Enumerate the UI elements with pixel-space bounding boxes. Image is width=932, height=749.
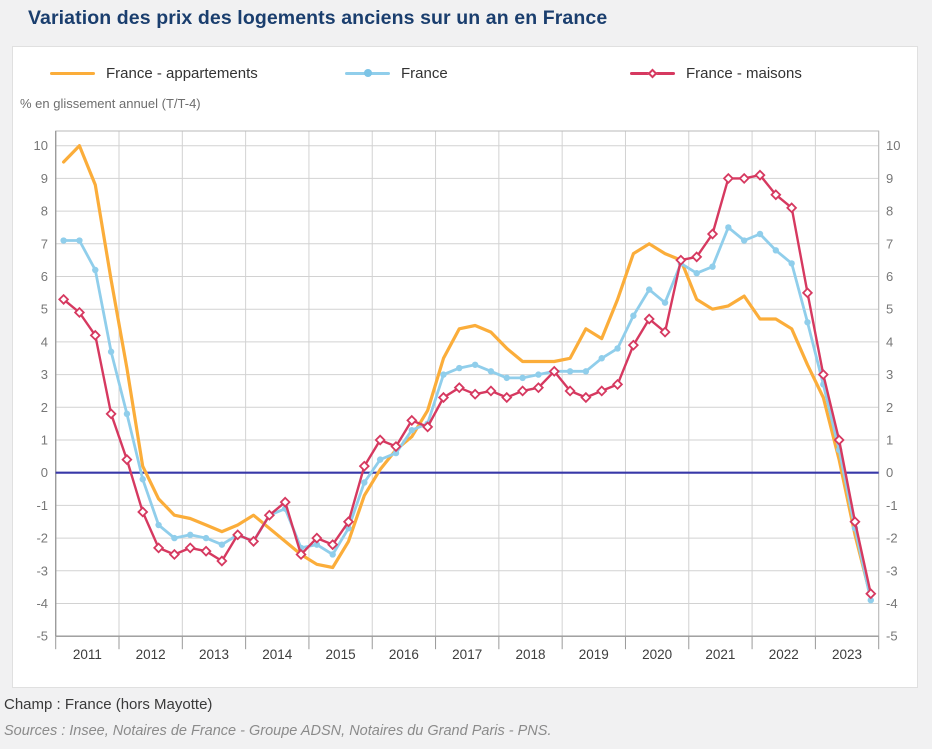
- legend-swatch-appartements-line-icon: [50, 62, 95, 84]
- svg-text:1: 1: [886, 433, 893, 448]
- legend-item-appartements[interactable]: France - appartements: [50, 62, 258, 84]
- svg-text:6: 6: [886, 269, 893, 284]
- svg-text:10: 10: [34, 138, 48, 153]
- series-line-france: [62, 225, 873, 602]
- legend-item-france[interactable]: France: [345, 62, 448, 84]
- svg-text:2020: 2020: [642, 647, 672, 662]
- series-france: [60, 224, 874, 604]
- legend-label-france: France: [401, 64, 448, 82]
- svg-text:2013: 2013: [199, 647, 229, 662]
- chart-subtitle: % en glissement annuel (T/T-4): [20, 96, 201, 111]
- svg-text:2023: 2023: [832, 647, 862, 662]
- svg-text:-2: -2: [36, 531, 48, 546]
- svg-text:-5: -5: [36, 629, 48, 644]
- svg-text:-1: -1: [36, 498, 48, 513]
- series-markers-france-maisons-diamond: [58, 169, 877, 600]
- svg-text:2: 2: [41, 400, 48, 415]
- series-line-france-appartements: [61, 144, 873, 599]
- svg-text:-2: -2: [886, 531, 898, 546]
- svg-text:5: 5: [886, 302, 893, 317]
- series-france-appartements: [61, 144, 873, 599]
- svg-text:2015: 2015: [326, 647, 356, 662]
- svg-text:3: 3: [886, 367, 893, 382]
- x-axis-labels: 2011 2012 2013 2014 2015 2016 2017 2018 2019 2020…: [73, 647, 862, 662]
- svg-text:2019: 2019: [579, 647, 609, 662]
- svg-text:2017: 2017: [452, 647, 482, 662]
- svg-text:1: 1: [41, 433, 48, 448]
- svg-text:4: 4: [41, 334, 48, 349]
- svg-text:-5: -5: [886, 629, 898, 644]
- svg-text:-4: -4: [36, 596, 48, 611]
- legend-swatch-maisons-line-diamond-icon: [630, 62, 675, 84]
- svg-text:9: 9: [41, 171, 48, 186]
- chart-footer-champ: Champ : France (hors Mayotte): [4, 696, 213, 713]
- svg-text:-3: -3: [36, 563, 48, 578]
- svg-text:2: 2: [886, 400, 893, 415]
- svg-text:0: 0: [41, 465, 48, 480]
- svg-text:7: 7: [886, 236, 893, 251]
- svg-text:0: 0: [886, 465, 893, 480]
- svg-text:10: 10: [886, 138, 900, 153]
- svg-text:9: 9: [886, 171, 893, 186]
- legend-label-appartements: France - appartements: [106, 64, 258, 82]
- svg-text:5: 5: [41, 302, 48, 317]
- page-title: Variation des prix des logements anciens…: [28, 7, 608, 29]
- svg-text:2016: 2016: [389, 647, 419, 662]
- series-france-maisons: [58, 169, 877, 600]
- svg-text:8: 8: [41, 204, 48, 219]
- plot-border: [55, 130, 880, 637]
- svg-text:-4: -4: [886, 596, 898, 611]
- svg-text:2021: 2021: [705, 647, 735, 662]
- series-line-france-maisons: [62, 173, 872, 595]
- svg-text:2011: 2011: [73, 647, 102, 662]
- svg-text:7: 7: [41, 236, 48, 251]
- svg-text:6: 6: [41, 269, 48, 284]
- legend-swatch-france-line-dot-icon: [345, 62, 390, 84]
- svg-text:2018: 2018: [515, 647, 545, 662]
- legend-item-maisons[interactable]: France - maisons: [630, 62, 802, 84]
- svg-text:2012: 2012: [136, 647, 166, 662]
- chart-footer-sources: Sources : Insee, Notaires de France - Gr…: [4, 723, 552, 739]
- svg-text:-3: -3: [886, 563, 898, 578]
- svg-text:4: 4: [886, 334, 893, 349]
- svg-text:2022: 2022: [769, 647, 799, 662]
- svg-text:-1: -1: [886, 498, 898, 513]
- svg-text:2014: 2014: [262, 647, 293, 662]
- legend-label-maisons: France - maisons: [686, 64, 802, 82]
- svg-text:8: 8: [886, 204, 893, 219]
- svg-text:3: 3: [41, 367, 48, 382]
